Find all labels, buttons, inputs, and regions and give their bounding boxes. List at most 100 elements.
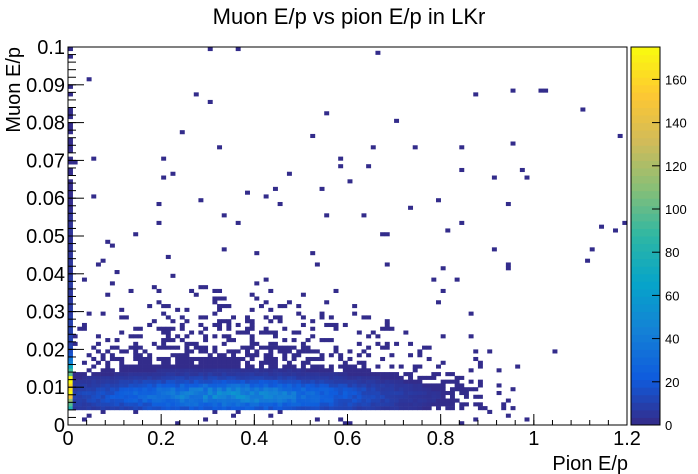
heatmap-cell (175, 398, 181, 403)
heatmap-cell (338, 406, 344, 411)
heatmap-cell (249, 406, 255, 411)
heatmap-cell (361, 379, 367, 384)
heatmap-cell (137, 406, 143, 411)
heatmap-cell (95, 379, 101, 384)
heatmap-cell (217, 364, 223, 369)
heatmap-cell (198, 360, 204, 365)
heatmap-cell (254, 375, 260, 380)
heatmap-cell (217, 356, 223, 362)
heatmap-cell (170, 353, 176, 358)
heatmap-cell (408, 383, 414, 388)
colorbar-band (631, 107, 660, 116)
heatmap-cell (449, 390, 455, 396)
heatmap-cell (268, 307, 274, 312)
heatmap-cell (282, 364, 288, 369)
heatmap-cell (193, 372, 199, 377)
heatmap-cell (156, 372, 162, 377)
heatmap-cell (380, 406, 386, 411)
colorbar-band (631, 258, 660, 267)
heatmap-cell (258, 402, 264, 407)
heatmap-cell (95, 334, 101, 339)
colorbar-band (631, 243, 660, 252)
heatmap-cell (91, 398, 97, 403)
heatmap-cell (245, 353, 250, 358)
heatmap-cell (184, 398, 190, 403)
heatmap-cell (240, 402, 246, 407)
heatmap-cell (189, 379, 195, 384)
heatmap-cell (352, 372, 358, 377)
heatmap-cell (175, 383, 181, 388)
heatmap-cell (100, 375, 106, 380)
heatmap-cell (68, 349, 73, 354)
heatmap-cell (128, 379, 134, 384)
heatmap-cell (356, 398, 362, 403)
heatmap-cell (361, 364, 367, 369)
heatmap-cell (128, 288, 134, 293)
heatmap-cell (254, 341, 260, 346)
heatmap-cell (179, 322, 185, 328)
heatmap-cell (68, 300, 73, 305)
heatmap-cell (203, 315, 209, 320)
heatmap-cell (240, 390, 246, 396)
heatmap-cell (459, 167, 465, 173)
heatmap-cell (347, 402, 353, 407)
heatmap-cell (151, 387, 157, 392)
heatmap-cell (119, 383, 125, 388)
heatmap-cell (272, 394, 278, 399)
heatmap-cell (585, 258, 591, 263)
heatmap-cell (426, 406, 432, 411)
heatmap-cell (268, 372, 274, 377)
heatmap-cell (203, 360, 209, 365)
heatmap-cell (477, 383, 483, 388)
heatmap-cell (235, 356, 241, 362)
heatmap-cell (133, 383, 139, 388)
heatmap-cell (226, 387, 232, 392)
heatmap-cell (86, 353, 92, 358)
heatmap-cell (245, 360, 250, 365)
heatmap-cell (370, 375, 376, 380)
heatmap-cell (165, 330, 171, 335)
y-tick-label: 0.02 (26, 339, 65, 361)
heatmap-cell (394, 390, 400, 396)
colorbar-band (631, 160, 660, 169)
heatmap-cell (109, 387, 115, 392)
heatmap-cell (95, 349, 101, 354)
heatmap-cell (193, 406, 199, 411)
heatmap-cell (440, 288, 446, 293)
heatmap-cell (454, 379, 460, 384)
heatmap-cell (263, 360, 269, 365)
heatmap-cell (310, 334, 316, 339)
heatmap-cell (477, 402, 483, 407)
heatmap-cell (319, 379, 325, 384)
heatmap-cell (151, 398, 157, 403)
heatmap-cell (128, 364, 134, 369)
heatmap-cell (431, 394, 437, 399)
heatmap-cell (296, 330, 302, 335)
heatmap-cell (81, 390, 87, 396)
heatmap-cell (319, 390, 325, 396)
colorbar-tick-label: 160 (665, 72, 687, 87)
heatmap-cell (380, 379, 386, 384)
heatmap-cell (217, 145, 223, 150)
heatmap-cell (221, 372, 227, 377)
heatmap-cell (408, 375, 414, 380)
colorbar-band (631, 167, 660, 177)
heatmap-cell (440, 402, 446, 407)
heatmap-cell (226, 368, 232, 373)
heatmap-cell (137, 390, 143, 396)
heatmap-cell (282, 394, 288, 399)
heatmap-cell (300, 368, 306, 373)
heatmap-cell (68, 209, 73, 214)
heatmap-cell (268, 356, 274, 362)
heatmap-cell (147, 383, 153, 388)
heatmap-cell (468, 311, 474, 316)
heatmap-cell (203, 398, 209, 403)
heatmap-cell (91, 383, 97, 388)
heatmap-cell (147, 322, 153, 328)
heatmap-cell (468, 387, 474, 392)
heatmap-cell (142, 379, 148, 384)
heatmap-cell (366, 353, 372, 358)
heatmap-cell (342, 322, 348, 328)
heatmap-cell (263, 368, 269, 373)
heatmap-cell (268, 360, 274, 365)
